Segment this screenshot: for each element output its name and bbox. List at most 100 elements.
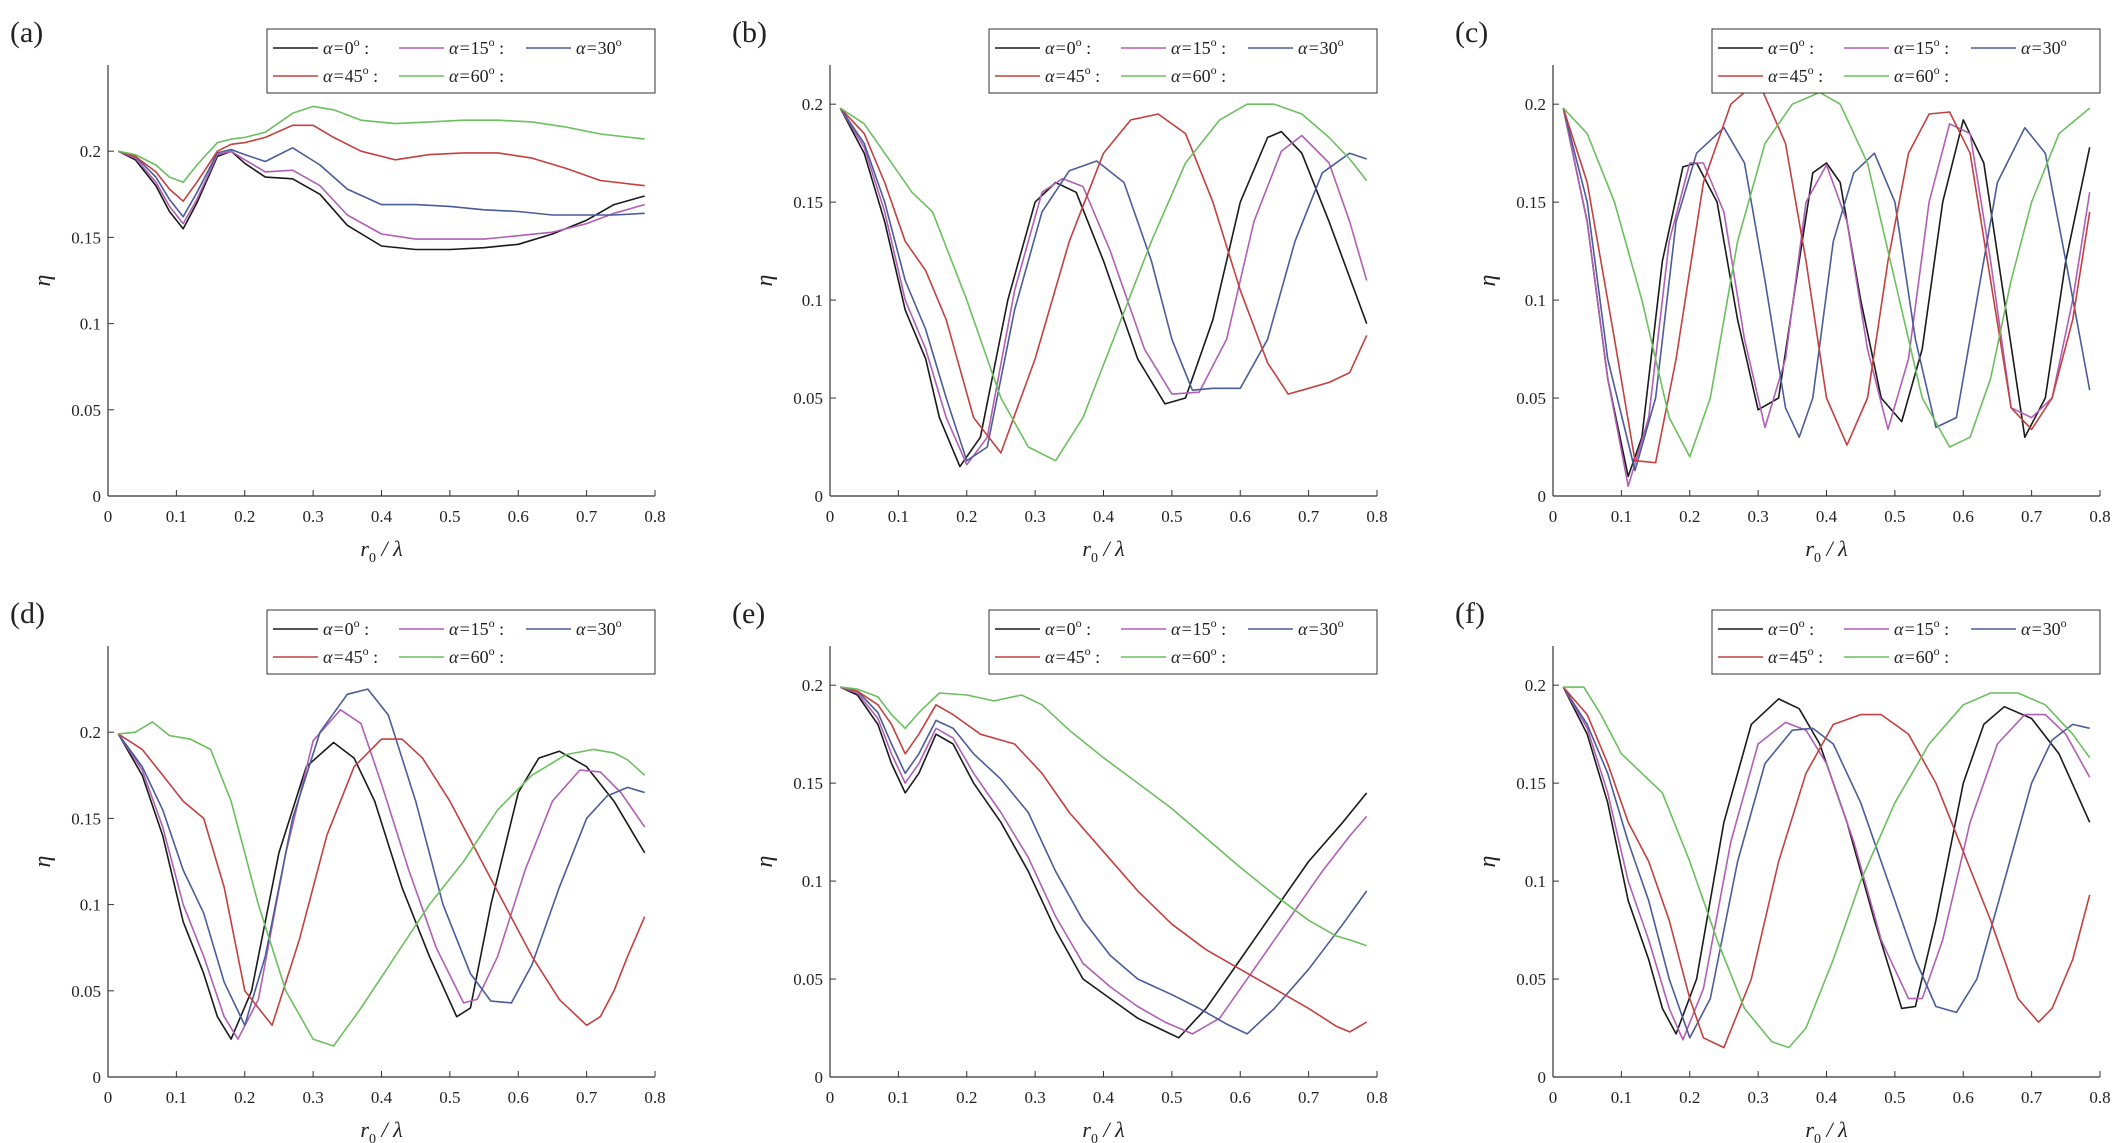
x-tick-label: 0.4: [1816, 507, 1838, 526]
x-tick-label: 0.6: [1953, 1088, 1974, 1107]
panel-label: (a): [10, 16, 43, 49]
x-tick-label: 0.2: [956, 1088, 977, 1107]
y-tick-label: 0.1: [1525, 872, 1546, 891]
y-tick-label: 0.05: [1516, 970, 1546, 989]
y-tick-label: 0.1: [802, 291, 823, 310]
legend-entry: α=30o: [1298, 35, 1344, 58]
y-tick-label: 0.05: [71, 401, 101, 420]
legend-entry: α=30o: [576, 35, 622, 58]
x-axis-label: r0 / λ: [360, 1117, 402, 1143]
x-tick-label: 0.8: [644, 507, 665, 526]
y-tick-label: 0: [93, 1068, 102, 1087]
legend-box: [1711, 28, 2101, 94]
y-axis-label: η: [1475, 275, 1501, 287]
y-tick-label: 0.15: [793, 193, 823, 212]
series-line: [117, 733, 646, 1027]
x-tick-label: 0.4: [1093, 507, 1115, 526]
chart-panel-d: (d) 0 0.1 0.2 0.3 0.4 0.5 0.6 0.7 0.8 0 0.05 0.1 0.15…: [10, 597, 666, 1143]
y-tick-label: 0.15: [1516, 774, 1546, 793]
y-tick-label: 0: [1538, 1068, 1547, 1087]
y-tick-label: 0.15: [71, 228, 101, 247]
x-tick-label: 0.8: [2089, 1088, 2110, 1107]
panel-label: (b): [732, 16, 767, 49]
y-axis-label: η: [752, 275, 778, 287]
chart-panel-c: (c) 0 0.1 0.2 0.3 0.4 0.5 0.6 0.7 0.8 0 0.05 0.1 0.15…: [1455, 16, 2111, 566]
x-tick-label: 0.3: [1025, 507, 1046, 526]
x-tick-label: 0.8: [2089, 507, 2110, 526]
x-tick-label: 0: [826, 1088, 835, 1107]
x-tick-label: 0.7: [2021, 1088, 2043, 1107]
x-tick-label: 0.7: [2021, 507, 2043, 526]
y-tick-label: 0.05: [793, 389, 823, 408]
chart-panel-e: (e) 0 0.1 0.2 0.3 0.4 0.5 0.6 0.7 0.8 0 0.05 0.1 0.15…: [732, 597, 1388, 1143]
legend-entry: α=30o: [576, 616, 622, 639]
series-line: [1563, 686, 2091, 1049]
x-tick-label: 0.5: [1884, 1088, 1905, 1107]
x-tick-label: 0: [104, 1088, 113, 1107]
legend-entry: α=45o :: [1768, 644, 1823, 667]
legend-entry: α=0o :: [1768, 616, 1814, 639]
y-tick-label: 0.1: [802, 872, 823, 891]
x-tick-label: 0.2: [956, 507, 977, 526]
y-tick-label: 0.15: [1516, 193, 1546, 212]
x-axis-label: r0 / λ: [1082, 1117, 1124, 1143]
x-tick-label: 0.1: [888, 507, 909, 526]
x-tick-label: 0.2: [234, 507, 255, 526]
y-axis-label: η: [1475, 856, 1501, 868]
x-tick-label: 0.1: [1611, 507, 1632, 526]
x-tick-label: 0.2: [1679, 1088, 1700, 1107]
legend-entry: α=15o :: [1894, 35, 1949, 58]
x-tick-label: 0.1: [888, 1088, 909, 1107]
y-tick-label: 0.05: [793, 970, 823, 989]
series-line: [117, 709, 646, 1040]
series-line: [839, 103, 1368, 462]
legend-entry: α=60o :: [1894, 644, 1949, 667]
chart-panel-a: (a) 0 0.1 0.2 0.3 0.4 0.5 0.6 0.7 0.8 0 0.05 0.1 0.15…: [10, 16, 666, 566]
legend-entry: α=0o :: [1768, 35, 1814, 58]
y-tick-label: 0.2: [802, 95, 823, 114]
x-tick-label: 0.3: [1748, 507, 1769, 526]
legend-entry: α=45o :: [1045, 63, 1100, 86]
x-tick-label: 0.6: [1953, 507, 1974, 526]
x-tick-label: 0.4: [1816, 1088, 1838, 1107]
legend-entry: α=45o :: [323, 63, 378, 86]
series-line: [839, 107, 1368, 454]
series-line: [118, 721, 646, 1047]
legend-entry: α=60o :: [449, 644, 504, 667]
y-tick-label: 0.15: [793, 774, 823, 793]
x-tick-label: 0: [826, 507, 835, 526]
y-tick-label: 0.05: [1516, 389, 1546, 408]
x-tick-label: 0.8: [644, 1088, 665, 1107]
chart-panel-b: (b) 0 0.1 0.2 0.3 0.4 0.5 0.6 0.7 0.8 0 0.05 0.1 0.15…: [732, 16, 1388, 566]
y-axis-label: η: [752, 856, 778, 868]
panel-label: (c): [1455, 16, 1488, 49]
legend-box: [988, 28, 1378, 94]
series-line: [1562, 107, 2091, 472]
y-tick-label: 0.1: [1525, 291, 1546, 310]
x-tick-label: 0.5: [1161, 1088, 1182, 1107]
x-tick-label: 0.5: [1884, 507, 1905, 526]
chart-panel-f: (f) 0 0.1 0.2 0.3 0.4 0.5 0.6 0.7 0.8 0 0.05 0.1 0.15…: [1455, 597, 2111, 1143]
x-tick-label: 0: [1549, 1088, 1558, 1107]
panel-label: (d): [10, 597, 45, 630]
series-line: [1562, 107, 2091, 478]
x-tick-label: 0.5: [439, 1088, 460, 1107]
legend-entry: α=15o :: [449, 616, 504, 639]
x-tick-label: 0.2: [1679, 507, 1700, 526]
series-line: [840, 686, 1368, 1033]
x-tick-label: 0.7: [576, 1088, 598, 1107]
x-tick-label: 0.3: [1748, 1088, 1769, 1107]
y-axis-label: η: [30, 275, 56, 287]
x-axis-label: r0 / λ: [360, 536, 402, 566]
x-tick-label: 0.5: [439, 507, 460, 526]
legend-entry: α=0o :: [323, 35, 369, 58]
series-line: [1562, 686, 2091, 1049]
panel-label: (e): [732, 597, 765, 630]
x-tick-label: 0.4: [371, 507, 393, 526]
legend-entry: α=15o :: [1894, 616, 1949, 639]
series-line: [117, 150, 645, 251]
series-line: [840, 686, 1368, 1035]
x-tick-label: 0.3: [1025, 1088, 1046, 1107]
x-tick-label: 0.2: [234, 1088, 255, 1107]
x-tick-label: 0.4: [1093, 1088, 1115, 1107]
